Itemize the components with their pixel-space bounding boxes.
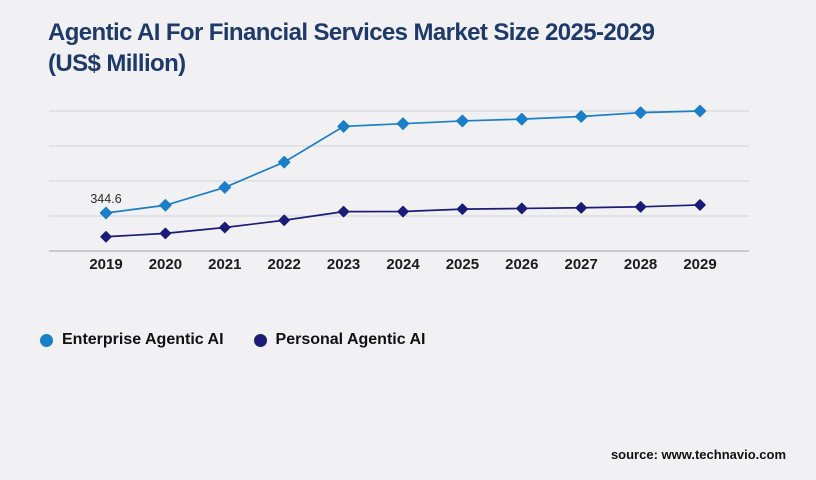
series-marker-icon	[337, 120, 350, 133]
series-marker-icon	[574, 110, 588, 123]
series-marker-icon	[634, 201, 647, 213]
x-axis-label: 2027	[565, 256, 598, 273]
x-axis-label: 2023	[327, 256, 360, 273]
source-attribution: source: www.technavio.com	[610, 447, 786, 462]
x-axis-label: 2025	[446, 256, 479, 273]
series-marker-icon	[634, 106, 647, 119]
legend-item-enterprise: Enterprise Agentic AI	[40, 331, 224, 349]
x-axis-label: 2022	[268, 256, 301, 273]
series-marker-icon	[515, 112, 529, 126]
chart-title-line-1: Agentic AI For Financial Services Market…	[48, 19, 655, 46]
x-axis-label: 2021	[208, 256, 241, 273]
series-marker-icon	[159, 199, 172, 212]
series-marker-icon	[218, 181, 232, 194]
series-marker-icon	[99, 206, 113, 220]
legend-item-personal: Personal Agentic AI	[253, 331, 426, 349]
x-axis-label: 2024	[386, 256, 420, 273]
series-marker-icon	[575, 202, 587, 214]
legend-label-personal: Personal Agentic AI	[275, 331, 426, 348]
series-marker-icon	[278, 214, 290, 226]
enterprise-series-dot-icon	[40, 333, 53, 347]
series-marker-icon	[694, 199, 706, 211]
x-axis-label: 2028	[624, 256, 657, 273]
data-label: 344.6	[90, 192, 121, 206]
series-marker-icon	[159, 227, 172, 240]
series-marker-icon	[100, 231, 112, 243]
series-marker-icon	[277, 155, 291, 169]
series-marker-icon	[456, 203, 469, 215]
x-axis-label: 2026	[505, 256, 538, 273]
legend: Enterprise Agentic AI Personal Agentic A…	[40, 331, 425, 349]
chart-title-line-2: (US$ Million)	[48, 50, 186, 77]
personal-series-dot-icon	[253, 333, 267, 347]
series-marker-icon	[337, 205, 350, 218]
series-marker-icon	[456, 114, 469, 128]
x-axis-label: 2029	[683, 256, 716, 273]
series-marker-icon	[219, 221, 231, 234]
chart-title: Agentic AI For Financial Services Market…	[48, 17, 655, 79]
series-marker-icon	[396, 117, 410, 130]
series-marker-icon	[516, 202, 528, 215]
x-axis-label: 2020	[149, 256, 182, 273]
series-marker-icon	[397, 205, 409, 218]
series-marker-icon	[693, 104, 707, 118]
legend-label-enterprise: Enterprise Agentic AI	[62, 331, 224, 348]
x-axis-label: 2019	[89, 256, 122, 273]
